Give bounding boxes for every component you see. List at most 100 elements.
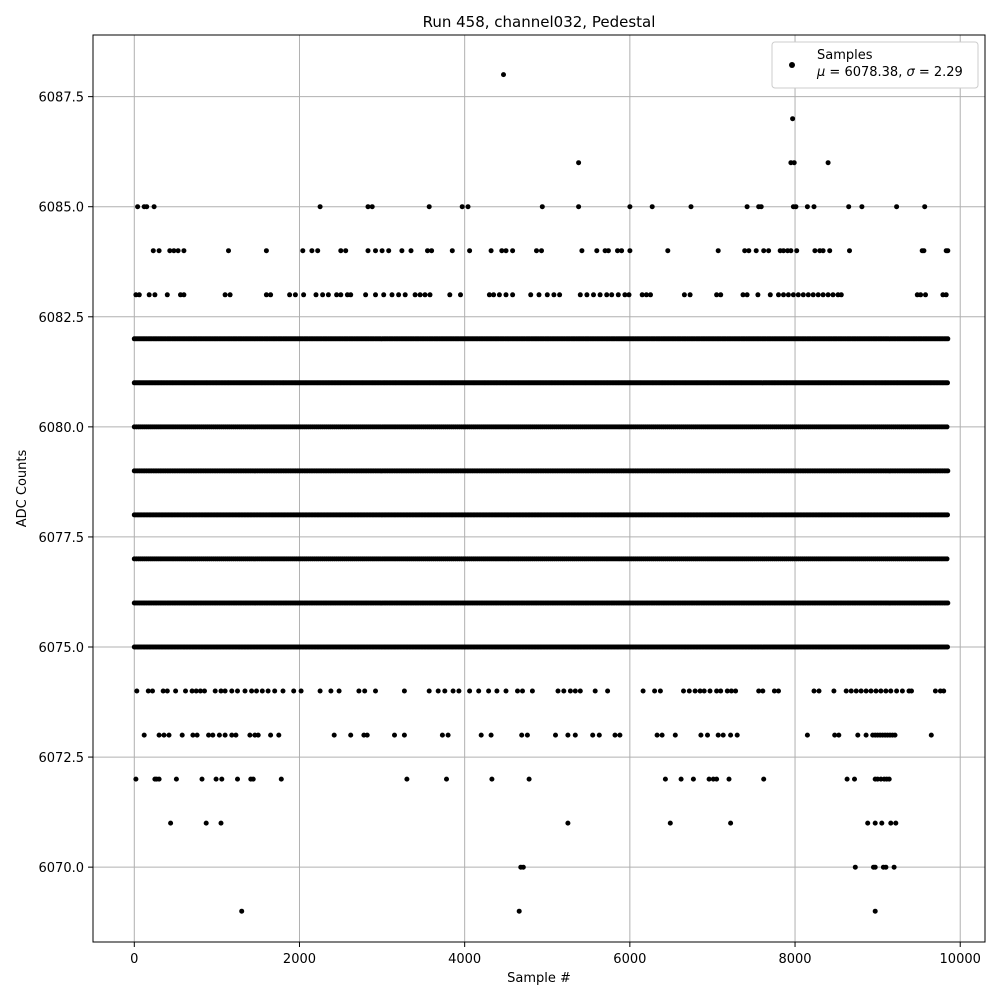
data-point: [790, 292, 796, 298]
data-point: [863, 688, 869, 694]
data-point: [439, 732, 445, 738]
y-tick-label: 6070.0: [39, 861, 85, 876]
x-tick-label: 2000: [283, 952, 316, 967]
data-point: [181, 248, 187, 254]
data-point: [619, 248, 625, 254]
data-point: [945, 248, 951, 254]
data-point: [576, 204, 582, 210]
data-point: [776, 688, 781, 694]
data-point: [577, 688, 583, 694]
y-axis-ticks: 6070.0 6072.5 6075.0 6077.5 6080.0 6082.5 6085…: [39, 91, 93, 876]
data-point: [151, 204, 157, 210]
data-point: [687, 292, 693, 298]
data-point: [320, 292, 326, 298]
data-point: [331, 732, 337, 738]
data-point: [259, 688, 265, 694]
data-point: [815, 292, 821, 298]
data-point: [622, 292, 628, 298]
data-point: [369, 204, 375, 210]
data-point: [179, 732, 185, 738]
data-point: [226, 248, 231, 254]
data-point: [771, 688, 777, 694]
data-point: [781, 292, 786, 298]
data-point: [794, 248, 800, 254]
data-point: [584, 292, 590, 298]
data-point: [133, 776, 139, 782]
data-point: [728, 732, 734, 738]
data-point: [899, 688, 905, 694]
data-point: [486, 688, 492, 694]
data-point: [291, 688, 297, 694]
data-point: [572, 732, 578, 738]
data-point: [263, 292, 269, 298]
data-point: [591, 292, 596, 298]
data-point: [486, 292, 492, 298]
data-point: [886, 776, 892, 782]
data-point: [592, 688, 598, 694]
data-point: [945, 644, 950, 650]
data-point: [445, 732, 451, 738]
data-point: [945, 380, 950, 386]
data-point: [334, 292, 340, 298]
data-point: [561, 688, 567, 694]
data-point: [287, 292, 293, 298]
data-point: [404, 776, 410, 782]
data-point: [659, 732, 665, 738]
data-point: [381, 292, 387, 298]
data-point: [756, 688, 762, 694]
data-point: [852, 864, 858, 870]
data-point: [145, 688, 151, 694]
data-point: [872, 820, 878, 826]
data-point: [831, 688, 837, 694]
data-point: [210, 732, 216, 738]
data-point: [557, 292, 563, 298]
data-point: [249, 688, 255, 694]
data-point: [810, 292, 816, 298]
data-point: [692, 688, 698, 694]
data-point: [386, 248, 392, 254]
data-point: [250, 776, 256, 782]
data-point: [161, 732, 167, 738]
data-point: [429, 248, 435, 254]
data-point: [389, 292, 395, 298]
data-point: [652, 688, 658, 694]
data-point: [141, 732, 147, 738]
data-point: [688, 204, 694, 210]
data-point: [865, 820, 871, 826]
data-point: [365, 204, 371, 210]
data-point: [804, 204, 810, 210]
data-point: [883, 864, 889, 870]
data-point: [534, 248, 539, 254]
y-tick-label: 6077.5: [39, 531, 85, 546]
data-point: [724, 688, 730, 694]
data-point: [617, 732, 623, 738]
data-point: [648, 292, 653, 298]
data-point: [373, 688, 378, 694]
data-point: [766, 248, 772, 254]
data-point: [417, 292, 423, 298]
data-point: [456, 688, 462, 694]
data-point: [944, 424, 950, 430]
legend-box: [771, 41, 979, 89]
data-point: [181, 292, 187, 298]
data-point: [536, 292, 542, 298]
data-point: [761, 248, 767, 254]
data-point: [605, 688, 611, 694]
data-point: [928, 732, 934, 738]
data-point: [426, 688, 432, 694]
data-point: [135, 204, 141, 210]
data-point: [551, 292, 557, 298]
data-point: [503, 688, 509, 694]
data-point: [863, 732, 869, 738]
data-point: [529, 688, 535, 694]
data-point: [800, 292, 806, 298]
data-point: [825, 292, 831, 298]
data-point: [516, 908, 522, 914]
data-point: [878, 688, 884, 694]
data-point: [488, 248, 494, 254]
data-point: [213, 776, 219, 782]
data-point: [726, 776, 732, 782]
data-point: [872, 908, 878, 914]
data-point: [728, 688, 734, 694]
